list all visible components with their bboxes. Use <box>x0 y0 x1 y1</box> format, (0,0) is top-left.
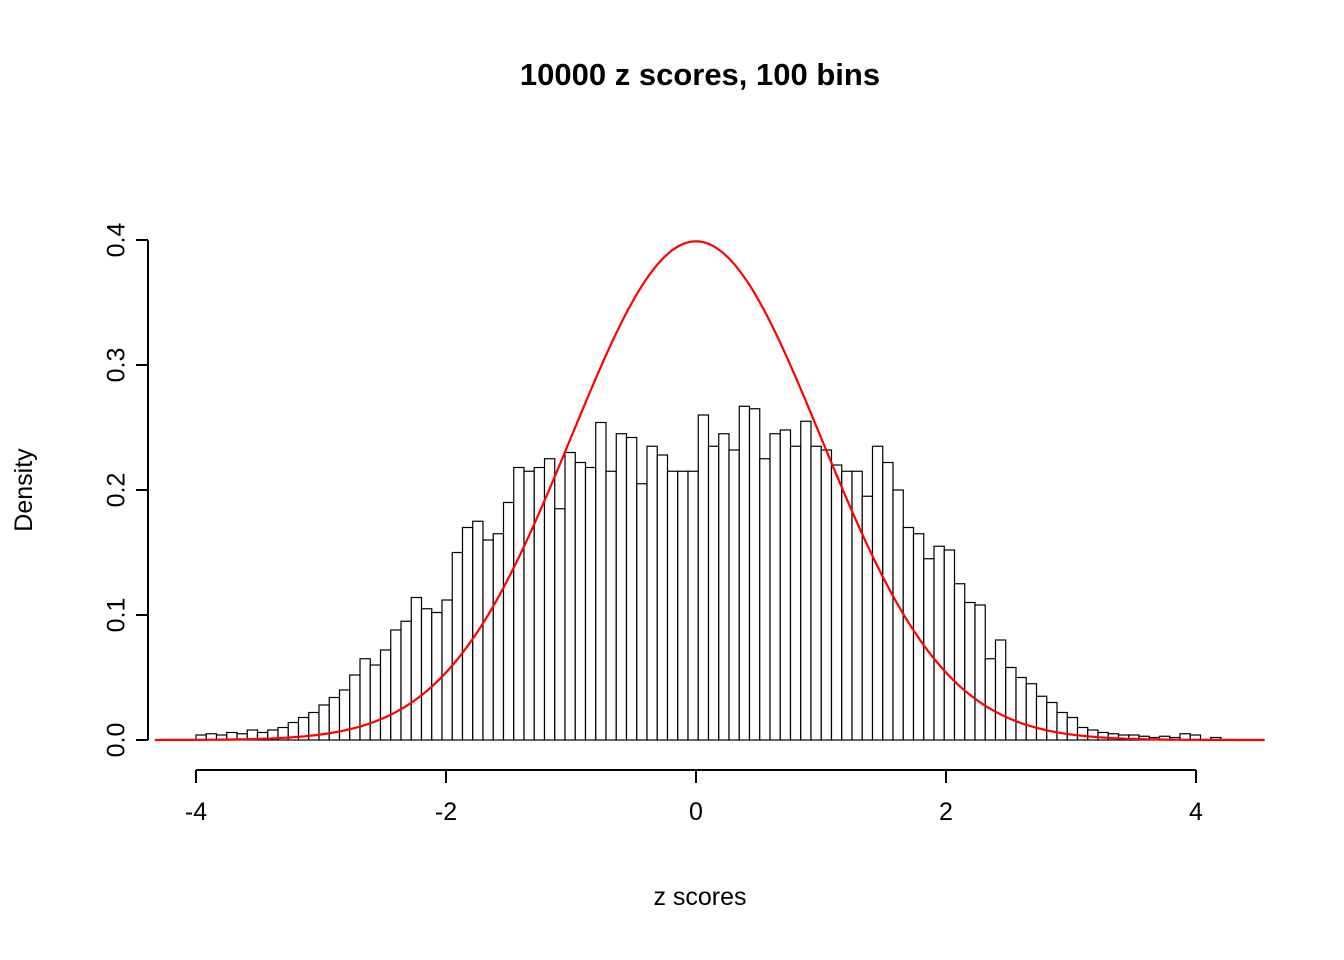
histogram-bar <box>595 421 607 741</box>
histogram-bar <box>656 454 669 741</box>
histogram-bar <box>779 429 792 741</box>
histogram-bar <box>953 583 966 741</box>
histogram-bar <box>523 470 535 741</box>
histogram-bar <box>338 689 351 741</box>
normal-density-curve <box>154 240 1265 742</box>
histogram-bar <box>666 470 679 741</box>
histogram-bar <box>892 489 904 741</box>
histogram-bar <box>830 464 843 741</box>
x-tick-label: -2 <box>435 798 457 826</box>
histogram-bar <box>574 461 587 741</box>
histogram-bar <box>738 405 751 741</box>
histogram-bar <box>769 433 781 741</box>
histogram-bar <box>646 445 658 741</box>
x-tick-label: 0 <box>689 798 703 826</box>
histogram-bar <box>625 436 638 741</box>
y-tick-label: 0.3 <box>103 348 131 383</box>
x-tick-label: 4 <box>1189 798 1203 826</box>
histogram-bar <box>431 611 443 741</box>
histogram-bar <box>482 539 494 741</box>
histogram-bar <box>1076 726 1089 741</box>
histogram-bar <box>1056 711 1068 741</box>
histogram-bar <box>1005 666 1017 741</box>
histogram-bar <box>687 470 699 741</box>
histogram-bar <box>728 449 740 741</box>
histogram-bar <box>1066 716 1079 741</box>
histogram-bar <box>410 596 423 741</box>
y-axis-label: Density <box>10 448 38 532</box>
histogram-bar <box>994 639 1007 741</box>
histogram-bar <box>789 445 802 741</box>
histogram-bar <box>513 466 525 741</box>
histogram-bar <box>871 445 884 741</box>
histogram-bar <box>800 420 812 741</box>
histogram-bar <box>1025 683 1038 741</box>
histogram-bar <box>851 470 863 741</box>
histogram-bar <box>390 629 402 741</box>
histogram-bar <box>369 664 382 741</box>
histogram-bar <box>605 470 617 741</box>
histogram-bar <box>400 620 412 741</box>
histogram-bar <box>974 604 986 741</box>
histogram-bar <box>1046 701 1058 741</box>
histogram-bar <box>349 674 361 741</box>
histogram-bar <box>379 649 392 741</box>
x-tick-label: -4 <box>185 798 207 826</box>
y-tick-label: 0.2 <box>103 473 131 508</box>
histogram-bar <box>933 545 945 741</box>
plot-content: 0.0 0.1 0.2 0.3 0.4 -4 -2 0 2 4 <box>103 223 1265 826</box>
histogram-bar <box>902 526 915 741</box>
x-tick-label: 2 <box>939 798 953 826</box>
histogram-bar <box>759 458 771 741</box>
histogram-bar <box>984 658 997 741</box>
histogram-bar <box>810 445 822 741</box>
histogram-bar <box>533 466 546 741</box>
histogram-bar <box>554 508 566 741</box>
histogram-bar <box>1035 695 1048 741</box>
y-tick-label: 0.4 <box>103 223 131 258</box>
histogram-bar <box>636 483 648 741</box>
histogram-bar <box>451 551 464 741</box>
histogram-bar <box>964 601 976 741</box>
x-axis-label: z scores <box>653 883 746 911</box>
histogram-bar <box>359 658 371 741</box>
histogram-bar <box>707 445 720 741</box>
histogram-bar <box>543 458 556 741</box>
histogram-bar <box>615 433 628 741</box>
histogram-bar <box>861 495 874 741</box>
histogram-bar <box>718 433 730 741</box>
y-tick-label: 0.1 <box>103 598 131 633</box>
histogram-bar <box>697 414 710 741</box>
histogram-bar <box>564 451 576 741</box>
chart-title: 10000 z scores, 100 bins <box>520 57 880 92</box>
histogram-bar <box>461 526 474 741</box>
histogram-bar <box>820 449 833 741</box>
histogram-bar <box>841 470 853 741</box>
histogram-bar <box>677 470 689 741</box>
histogram-bar <box>1015 676 1027 741</box>
histogram-bar <box>882 461 894 741</box>
histogram-bar <box>502 501 515 741</box>
histogram-bar <box>1087 729 1099 741</box>
histogram-bar <box>584 466 597 741</box>
histogram-bar <box>492 533 505 741</box>
histogram-bar <box>923 558 935 741</box>
histogram-bar <box>943 549 956 741</box>
y-tick-label: 0.0 <box>103 723 131 758</box>
histogram-bar <box>420 608 433 741</box>
histogram-bar <box>748 408 761 741</box>
